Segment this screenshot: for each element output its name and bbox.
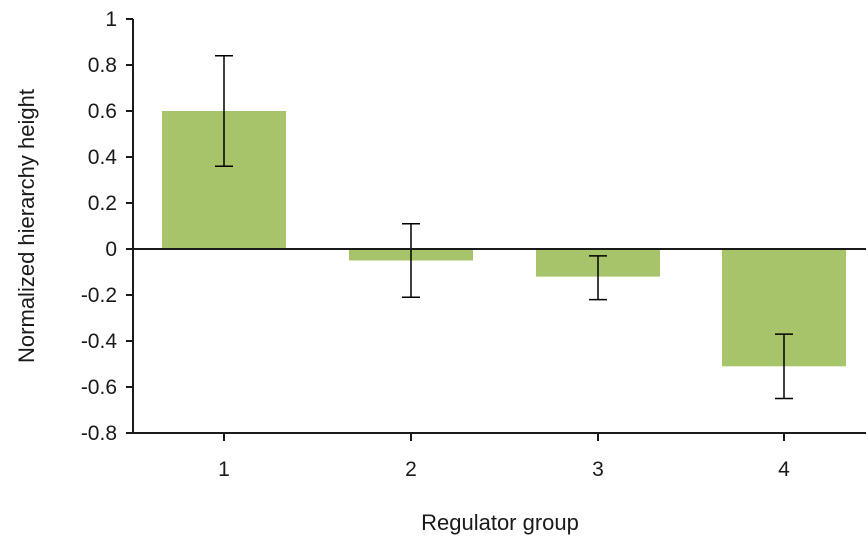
error-bar-1 [215, 55, 233, 167]
axes-layer [126, 18, 866, 441]
y-tick-label: 0.8 [88, 54, 117, 77]
y-tick-label: -0.2 [81, 284, 117, 307]
y-axis-title: Normalized hierarchy height [14, 89, 39, 363]
error-bar-4 [775, 333, 793, 400]
y-tick-label: -0.8 [81, 422, 117, 445]
x-axis-title: Regulator group [421, 510, 579, 535]
bars-layer [162, 111, 846, 367]
y-tick-label: -0.4 [81, 330, 118, 353]
labels-layer: 1 0.8 0.6 0.4 0.2 0 -0.2 -0.4 -0.6 -0.8 1 2 3 4 [81, 8, 790, 481]
x-tick-label: 4 [778, 458, 790, 481]
y-tick-label: -0.6 [81, 376, 117, 399]
y-tick-label: 1 [105, 8, 117, 31]
error-bars-layer [215, 55, 793, 400]
y-tick-label: 0.6 [88, 100, 117, 123]
x-tick-label: 3 [592, 458, 604, 481]
y-tick-label: 0.2 [88, 192, 117, 215]
x-tick-label: 1 [218, 458, 230, 481]
y-tick-label: 0 [105, 238, 117, 261]
error-bar-2 [402, 222, 420, 299]
y-tick-label: 0.4 [88, 146, 118, 169]
x-tick-label: 2 [405, 458, 417, 481]
error-bar-3 [589, 255, 607, 301]
